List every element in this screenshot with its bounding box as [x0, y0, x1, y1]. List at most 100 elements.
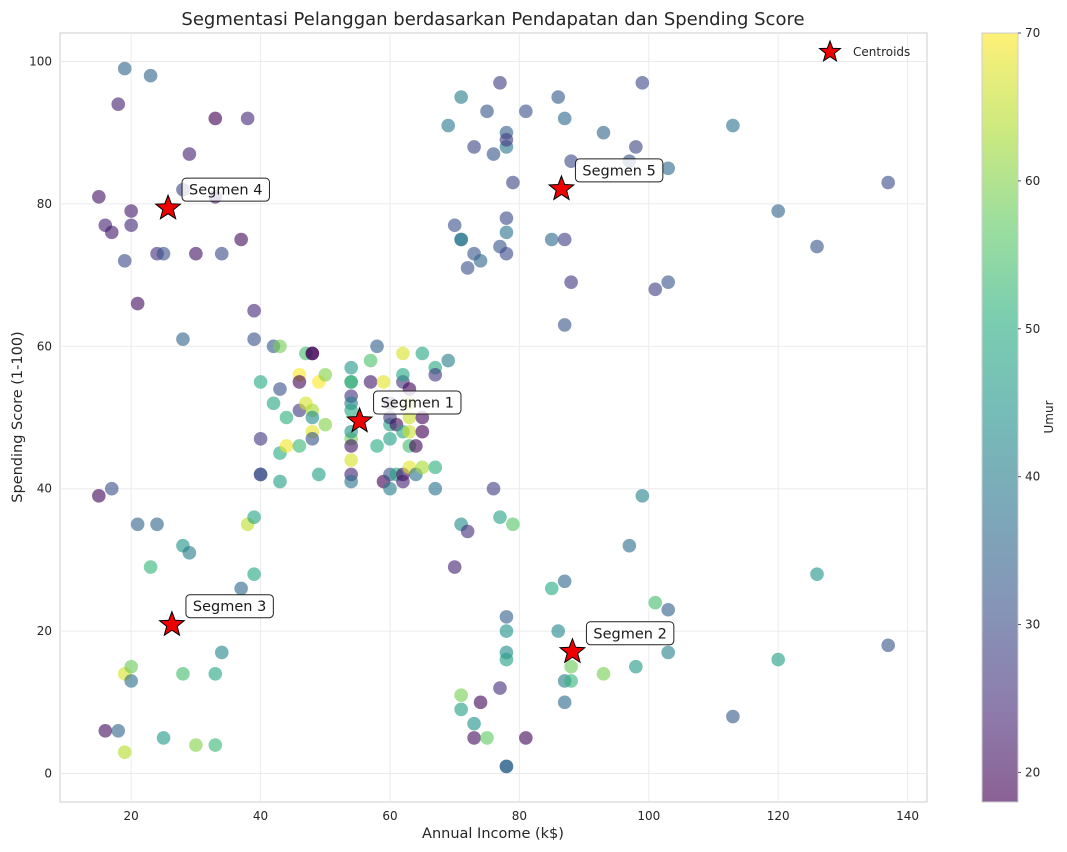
data-point — [111, 97, 126, 112]
data-point — [253, 467, 268, 482]
centroid-star-icon — [547, 174, 576, 201]
legend: Centroids — [818, 39, 910, 63]
data-point — [519, 731, 533, 745]
data-point — [143, 560, 158, 574]
data-point — [557, 574, 572, 589]
colorbar-tick-label: 20 — [1025, 765, 1040, 779]
data-point — [499, 246, 514, 261]
data-point — [253, 375, 268, 389]
data-point — [454, 90, 468, 104]
data-point — [810, 567, 824, 581]
data-point — [564, 275, 578, 290]
data-point — [344, 439, 358, 453]
colorbar-tick-label: 30 — [1025, 618, 1040, 632]
data-point — [273, 382, 287, 396]
x-axis-ticks: 20 40 60 80 100 120 140 — [124, 809, 920, 823]
colorbar-tick-label: 60 — [1025, 174, 1040, 188]
data-point — [499, 624, 514, 638]
segment-label-text: Segmen 3 — [193, 599, 266, 615]
data-point — [208, 738, 223, 752]
data-point — [176, 667, 190, 681]
colorbar-tick-label: 50 — [1025, 322, 1040, 336]
data-point — [214, 246, 229, 261]
data-point — [493, 510, 507, 524]
segment-label: Segmen 5 — [574, 158, 664, 183]
data-point — [810, 239, 824, 254]
data-point — [447, 560, 462, 574]
segment-label-text: Segmen 1 — [381, 396, 454, 412]
data-point — [266, 396, 281, 411]
colorbar-ticks: 20 30 40 50 60 70 — [1018, 26, 1040, 779]
data-point — [247, 303, 261, 318]
data-point — [104, 225, 119, 240]
data-point — [383, 432, 397, 446]
segment-label: Segmen 3 — [185, 594, 274, 619]
data-point — [214, 645, 229, 660]
data-point — [486, 147, 501, 161]
data-point — [143, 68, 158, 83]
data-point — [117, 61, 132, 76]
x-axis-label: Annual Income (k$) — [422, 826, 564, 842]
data-point — [519, 104, 533, 119]
data-point — [428, 481, 443, 496]
data-point — [499, 759, 514, 774]
data-point — [124, 218, 138, 233]
data-point — [726, 709, 740, 724]
data-point — [363, 375, 378, 389]
data-point — [499, 211, 514, 225]
y-axis-label: Spending Score (1-100) — [10, 331, 26, 502]
y-tick-label: 0 — [44, 767, 52, 781]
data-point — [279, 410, 294, 425]
segment-label-box — [574, 158, 664, 183]
data-point — [98, 723, 113, 738]
segment-label-box — [585, 621, 675, 646]
data-point — [771, 652, 785, 667]
data-point — [92, 489, 106, 503]
data-point — [881, 175, 895, 190]
colorbar: 20 30 40 50 60 70 Umur — [981, 26, 1056, 803]
data-point — [441, 118, 456, 133]
data-point — [176, 332, 190, 346]
colorbar-gradient — [981, 32, 1019, 803]
data-point — [156, 246, 171, 261]
centroid-star-icon — [154, 193, 182, 220]
data-point — [117, 745, 132, 759]
x-tick-label: 100 — [637, 809, 660, 823]
data-point — [428, 367, 443, 382]
data-point — [480, 731, 494, 745]
x-tick-label: 40 — [253, 809, 268, 823]
data-point — [234, 581, 248, 596]
data-point — [208, 667, 223, 681]
data-point — [473, 254, 488, 268]
data-point — [156, 731, 171, 745]
x-tick-label: 140 — [896, 809, 919, 823]
data-point — [486, 481, 501, 496]
colorbar-tick-label: 40 — [1025, 470, 1040, 484]
segment-label-text: Segmen 5 — [582, 163, 655, 179]
x-tick-label: 20 — [124, 809, 139, 823]
data-point — [544, 232, 559, 247]
data-point — [564, 154, 578, 168]
y-tick-label: 20 — [37, 624, 52, 638]
data-point — [506, 175, 520, 190]
data-point — [273, 474, 287, 489]
x-tick-label: 120 — [767, 809, 790, 823]
data-point — [557, 318, 572, 332]
data-point — [182, 147, 197, 161]
data-point — [771, 204, 785, 218]
data-point — [441, 353, 456, 368]
data-point — [661, 275, 675, 290]
data-point — [551, 624, 566, 638]
data-point — [635, 489, 650, 503]
data-point — [409, 439, 423, 453]
data-point — [661, 645, 675, 660]
data-point — [648, 595, 663, 610]
data-point — [104, 481, 119, 496]
data-point — [661, 602, 675, 617]
data-point — [480, 104, 494, 119]
data-point — [150, 517, 164, 532]
data-point — [460, 261, 475, 275]
data-point — [305, 346, 320, 361]
data-point — [182, 545, 197, 560]
